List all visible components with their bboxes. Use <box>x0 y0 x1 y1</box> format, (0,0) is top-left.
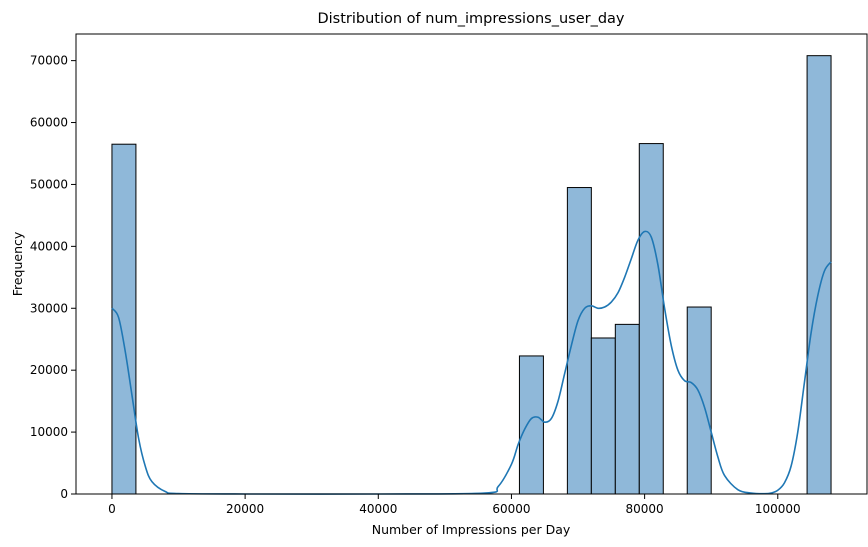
x-tick-label-2: 40000 <box>359 502 397 516</box>
y-tick-label-7: 70000 <box>30 54 68 68</box>
x-axis-ticks: 0 20000 40000 60000 80000 100000 <box>108 494 801 516</box>
y-tick-label-1: 10000 <box>30 425 68 439</box>
chart-title: Distribution of num_impressions_user_day <box>317 11 624 27</box>
histogram-bar-0 <box>111 143 137 495</box>
x-tick-label-5: 100000 <box>755 502 801 516</box>
histogram-bar-2 <box>566 187 592 495</box>
kde-curve <box>111 230 832 495</box>
histogram-bar-7 <box>806 55 832 495</box>
x-tick-label-4: 80000 <box>626 502 664 516</box>
y-tick-label-3: 30000 <box>30 301 68 315</box>
y-tick-label-4: 40000 <box>30 239 68 253</box>
histogram-bar-5 <box>638 143 664 495</box>
plot-frame <box>75 33 868 495</box>
y-axis-label: Frequency <box>10 231 25 296</box>
y-tick-label-5: 50000 <box>30 177 68 191</box>
x-tick-label-3: 60000 <box>492 502 530 516</box>
x-tick-label-1: 20000 <box>226 502 264 516</box>
histogram-bar-6 <box>686 306 712 495</box>
histogram-bar-4 <box>614 323 640 495</box>
y-tick-label-2: 20000 <box>30 363 68 377</box>
histogram-bar-3 <box>590 337 616 495</box>
y-tick-label-0: 0 <box>60 487 68 501</box>
y-tick-label-6: 60000 <box>30 116 68 130</box>
histogram-bar-1 <box>518 355 544 495</box>
x-tick-label-0: 0 <box>108 502 116 516</box>
histogram-bars <box>111 55 832 495</box>
kde-layer <box>111 230 832 495</box>
y-axis-ticks: 0 10000 20000 30000 40000 50000 60000 70000 <box>30 54 76 501</box>
x-axis-label: Number of Impressions per Day <box>372 522 571 537</box>
